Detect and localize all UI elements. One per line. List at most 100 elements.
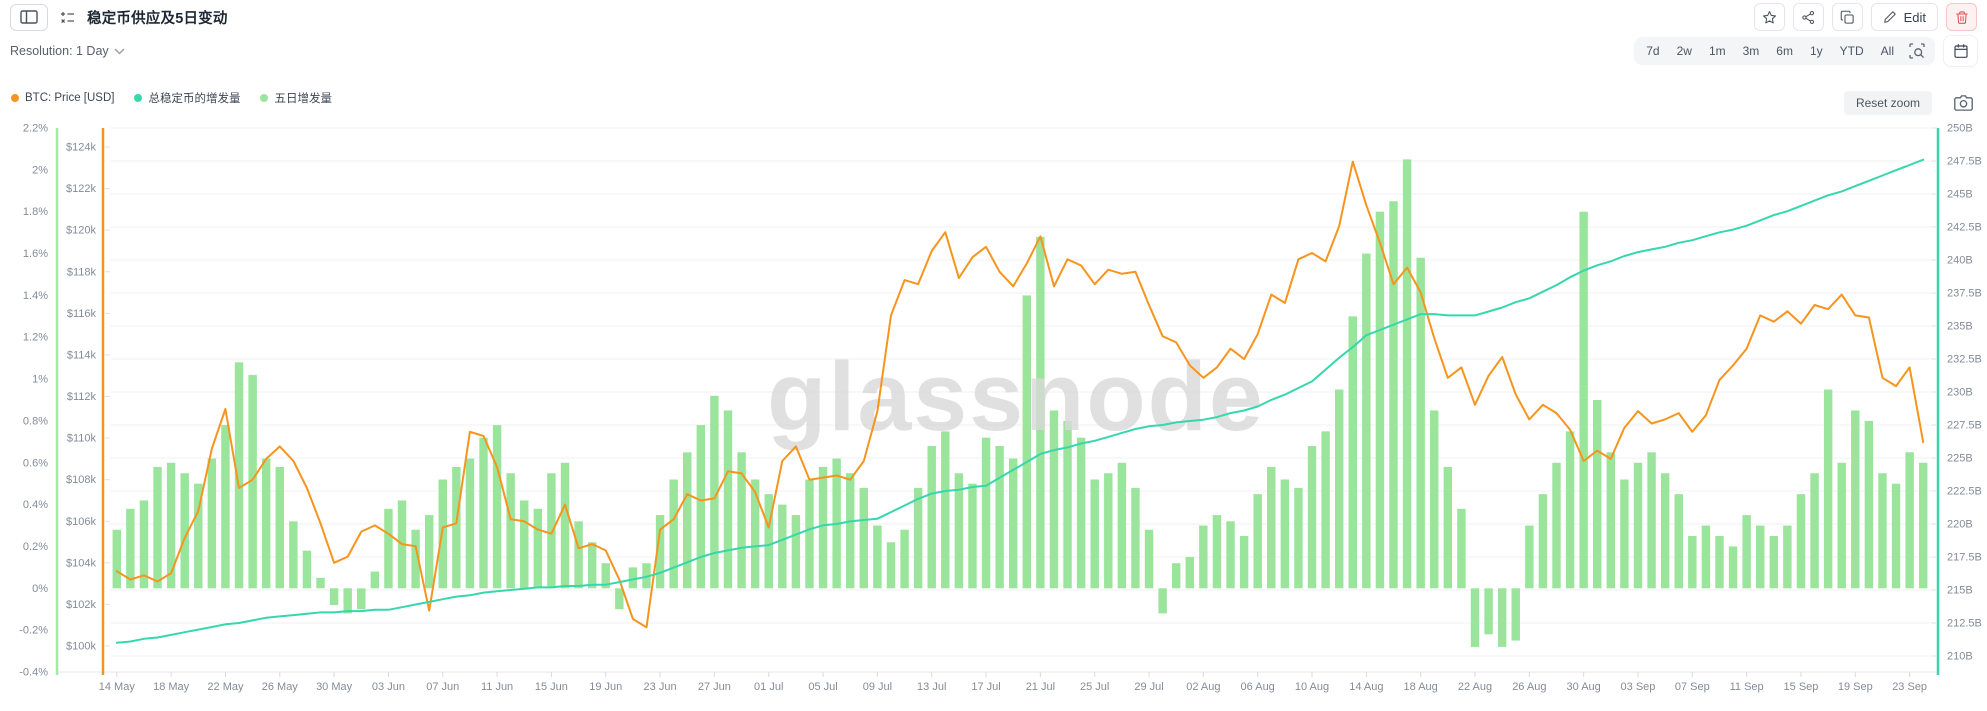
bar [1579,211,1588,589]
bar [452,466,461,589]
toolbar-right: 7d 2w 1m 3m 6m 1y YTD All [1634,36,1977,66]
line-series[interactable] [115,160,1925,629]
bar [873,525,882,589]
favorite-button[interactable] [1753,3,1785,31]
bar [1090,479,1099,589]
svg-text:1.4%: 1.4% [23,290,48,302]
svg-text:06 Aug: 06 Aug [1241,681,1275,693]
range-button-3m[interactable]: 3m [1735,40,1768,62]
sidebar-toggle-button[interactable] [10,3,48,31]
bar [1307,446,1317,589]
svg-text:$118k: $118k [67,266,97,278]
bar [995,446,1004,589]
bar [1497,588,1507,647]
edit-button[interactable]: Edit [1870,3,1938,31]
bar [1701,525,1711,589]
bar [655,515,665,589]
bar [1131,487,1140,589]
svg-text:30 May: 30 May [316,681,353,693]
svg-text:03 Jun: 03 Jun [372,681,405,693]
svg-text:245B: 245B [1947,189,1973,201]
reset-zoom-button[interactable]: Reset zoom [1843,91,1932,115]
svg-text:1%: 1% [32,374,48,386]
bar [968,483,977,589]
pct-axis-labels: -0.4% -0.2% 0% 0.2% 0.4% 0.6% 0.8% 1% 1.2% 1.4% 1.… [19,123,48,679]
camera-icon [1954,95,1973,111]
legend-dot [260,94,269,102]
range-button-1y[interactable]: 1y [1802,40,1831,62]
bar [1660,473,1670,589]
range-button-6m[interactable]: 6m [1768,40,1801,62]
bar [1457,508,1466,589]
svg-text:21 Jul: 21 Jul [1026,681,1055,693]
bar [886,542,896,589]
svg-text:2.2%: 2.2% [23,123,48,135]
resolution-dropdown[interactable]: Resolution: 1 Day [10,44,125,58]
star-icon [1762,10,1776,23]
svg-text:15 Jun: 15 Jun [535,681,568,693]
range-button-ytd[interactable]: YTD [1832,40,1872,62]
legend-item[interactable]: BTC: Price [USD] [11,92,114,104]
legend-item[interactable]: 五日增发量 [260,90,332,106]
svg-text:$114k: $114k [67,349,97,361]
bar [1253,494,1262,589]
bar [1212,515,1222,589]
svg-text:0.6%: 0.6% [23,457,48,469]
bar [628,567,638,589]
bar [194,483,203,589]
bar [275,466,284,589]
svg-text:0%: 0% [32,583,48,595]
calendar-button[interactable] [1944,36,1977,66]
svg-text:17 Jul: 17 Jul [971,681,1000,693]
bar-series[interactable] [112,159,1928,647]
svg-text:15 Sep: 15 Sep [1784,681,1819,693]
svg-text:$120k: $120k [66,225,96,237]
share-button[interactable] [1792,3,1824,31]
bar [329,588,339,606]
svg-text:22 Aug: 22 Aug [1458,681,1492,693]
svg-text:18 Aug: 18 Aug [1404,681,1438,693]
bar [954,473,964,589]
delete-button[interactable] [1946,3,1977,31]
bar [1158,588,1167,614]
svg-text:03 Sep: 03 Sep [1621,681,1656,693]
svg-text:14 Aug: 14 Aug [1349,681,1383,693]
svg-text:215B: 215B [1947,585,1973,597]
toolbar: Resolution: 1 Day 7d 2w 1m 3m 6m 1y YTD All [0,34,1987,68]
bar [1905,452,1914,589]
bar [180,473,189,589]
svg-text:230B: 230B [1947,387,1973,399]
bar [846,473,855,589]
range-button-2w[interactable]: 2w [1669,40,1700,62]
svg-text:07 Sep: 07 Sep [1675,681,1710,693]
bar [913,487,923,589]
svg-text:0.2%: 0.2% [23,541,48,553]
svg-text:22 May: 22 May [207,681,244,693]
svg-text:$110k: $110k [67,433,97,445]
legend-item[interactable]: 总稳定币的增发量 [134,90,240,106]
bar [465,458,475,589]
bar [166,462,176,589]
zoom-select-button[interactable] [1903,40,1931,62]
bar [750,479,760,589]
bar [492,425,502,589]
range-button-7d[interactable]: 7d [1638,40,1667,62]
header-actions: Edit [1753,3,1977,31]
svg-text:217.5B: 217.5B [1947,552,1982,564]
range-button-1m[interactable]: 1m [1701,40,1734,62]
bar [1199,525,1208,589]
bar [1375,211,1385,589]
screenshot-button[interactable] [1954,95,1973,111]
bar [1864,420,1874,589]
svg-text:23 Jun: 23 Jun [644,681,677,693]
line-series[interactable] [115,158,1925,644]
svg-text:212.5B: 212.5B [1947,618,1982,630]
range-button-all[interactable]: All [1873,40,1902,62]
bar [1525,525,1534,589]
bar [764,494,773,589]
bar [927,446,936,589]
svg-text:$108k: $108k [66,474,96,486]
duplicate-button[interactable] [1831,3,1863,31]
bar [261,458,271,589]
